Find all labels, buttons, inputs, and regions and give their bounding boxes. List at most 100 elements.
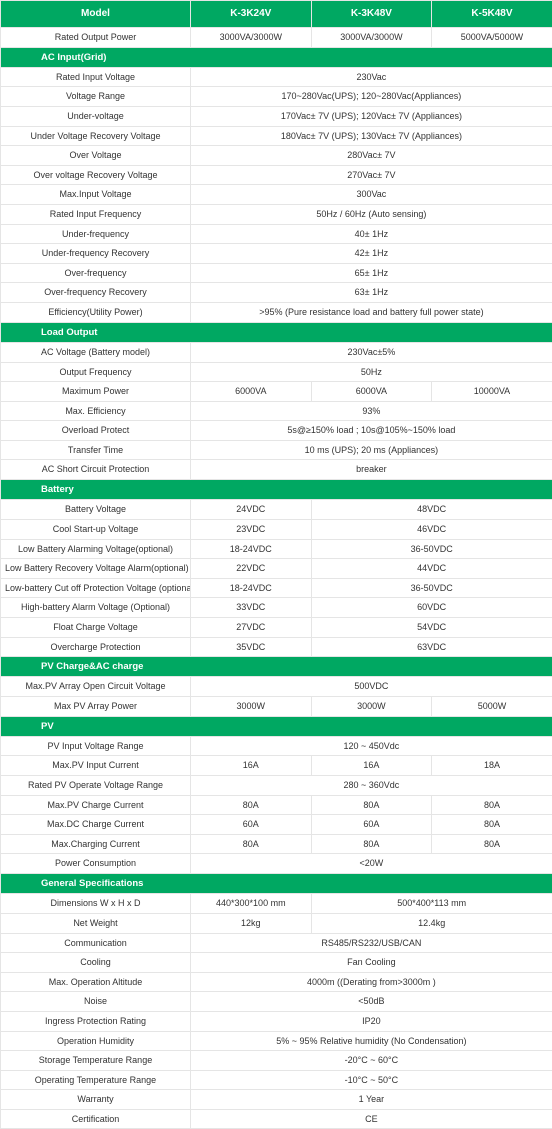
section-row: Battery [1,480,552,500]
data-row: Rated Input Frequency50Hz / 60Hz (Auto s… [1,205,552,225]
row-value: 63± 1Hz [191,283,552,303]
row-label: Max.Charging Current [1,834,191,854]
data-row: Voltage Range170~280Vac(UPS); 120~280Vac… [1,87,552,107]
header-col-2: K-3K48V [311,1,432,28]
row-value-3: 80A [432,795,552,815]
row-value-1: 3000VA/3000W [191,28,312,48]
data-row: Under-voltage170Vac± 7V (UPS); 120Vac± 7… [1,107,552,127]
row-value-1: 24VDC [191,500,312,520]
row-value: -10°C ~ 50°C [191,1070,552,1090]
data-row: Cool Start-up Voltage23VDC46VDC [1,519,552,539]
row-value: 4000m ((Derating from>3000m ) [191,972,552,992]
header-col-3: K-5K48V [432,1,552,28]
row-value-3: 80A [432,815,552,835]
row-label: Under-frequency [1,224,191,244]
header-row: ModelK-3K24VK-3K48VK-5K48V [1,1,552,28]
row-value: 5s@≥150% load ; 10s@105%~150% load [191,421,552,441]
data-row: Net Weight12kg12.4kg [1,913,552,933]
data-row: Max.PV Input Current16A16A18A [1,756,552,776]
data-row: PV Input Voltage Range120 ~ 450Vdc [1,736,552,756]
row-value: 170~280Vac(UPS); 120~280Vac(Appliances) [191,87,552,107]
section-row: Load Output [1,322,552,342]
row-value: Fan Cooling [191,953,552,973]
row-label: Certification [1,1109,191,1129]
row-value: 500VDC [191,677,552,697]
section-row: PV Charge&AC charge [1,657,552,677]
data-row: Over Voltage280Vac± 7V [1,146,552,166]
row-value-2: 63VDC [311,637,552,657]
data-row: Overcharge Protection35VDC63VDC [1,637,552,657]
data-row: Max.PV Charge Current80A80A80A [1,795,552,815]
row-value-2: 44VDC [311,559,552,579]
data-row: Dimensions W x H x D440*300*100 mm500*40… [1,894,552,914]
data-row: Overload Protect5s@≥150% load ; 10s@105%… [1,421,552,441]
row-value-2: 60VDC [311,598,552,618]
data-row: Warranty1 Year [1,1090,552,1110]
row-label: Max.Input Voltage [1,185,191,205]
row-value: <50dB [191,992,552,1012]
row-value: 1 Year [191,1090,552,1110]
row-value: 40± 1Hz [191,224,552,244]
row-value: 230Vac±5% [191,342,552,362]
section-row: PV [1,716,552,736]
row-label: Operation Humidity [1,1031,191,1051]
row-value: RS485/RS232/USB/CAN [191,933,552,953]
section-label: PV Charge&AC charge [1,657,552,677]
row-value: <20W [191,854,552,874]
data-row: Output Frequency50Hz [1,362,552,382]
row-value-2: 46VDC [311,519,552,539]
row-label: Max. Operation Altitude [1,972,191,992]
row-label: AC Voltage (Battery model) [1,342,191,362]
row-label: Overload Protect [1,421,191,441]
row-value: 50Hz [191,362,552,382]
row-value-1: 12kg [191,913,312,933]
data-row: CommunicationRS485/RS232/USB/CAN [1,933,552,953]
row-value-1: 23VDC [191,519,312,539]
row-label: Max. Efficiency [1,401,191,421]
row-value-2: 54VDC [311,617,552,637]
row-value-3: 5000VA/5000W [432,28,552,48]
row-value: 42± 1Hz [191,244,552,264]
row-value-2: 3000VA/3000W [311,28,432,48]
row-label: High-battery Alarm Voltage (Optional) [1,598,191,618]
row-value-1: 18-24VDC [191,578,312,598]
data-row: Storage Temperature Range-20°C ~ 60°C [1,1051,552,1071]
row-value: 280 ~ 360Vdc [191,776,552,796]
row-value-3: 80A [432,834,552,854]
row-label: Max.PV Input Current [1,756,191,776]
row-value-1: 80A [191,795,312,815]
row-label: Low Battery Recovery Voltage Alarm(optio… [1,559,191,579]
data-row: AC Voltage (Battery model)230Vac±5% [1,342,552,362]
row-value-1: 6000VA [191,382,312,402]
data-row: Max.DC Charge Current60A60A80A [1,815,552,835]
data-row: AC Short Circuit Protectionbreaker [1,460,552,480]
row-value-2: 36-50VDC [311,539,552,559]
row-value: >95% (Pure resistance load and battery f… [191,303,552,323]
row-value: -20°C ~ 60°C [191,1051,552,1071]
row-value-1: 3000W [191,697,312,717]
row-value-1: 33VDC [191,598,312,618]
row-label: Over-frequency Recovery [1,283,191,303]
row-label: Over Voltage [1,146,191,166]
row-label: Efficiency(Utility Power) [1,303,191,323]
row-value: 50Hz / 60Hz (Auto sensing) [191,205,552,225]
row-label: Rated Input Voltage [1,67,191,87]
row-label: Under-voltage [1,107,191,127]
row-label: Warranty [1,1090,191,1110]
row-label: Rated Output Power [1,28,191,48]
row-value-1: 22VDC [191,559,312,579]
data-row: Max.Charging Current80A80A80A [1,834,552,854]
row-label: Noise [1,992,191,1012]
row-value-1: 440*300*100 mm [191,894,312,914]
section-label: General Specifications [1,874,552,894]
row-value: 5% ~ 95% Relative humidity (No Condensat… [191,1031,552,1051]
data-row: Operation Humidity5% ~ 95% Relative humi… [1,1031,552,1051]
section-label: PV [1,716,552,736]
data-row: Max.PV Array Open Circuit Voltage500VDC [1,677,552,697]
row-value-2: 16A [311,756,432,776]
row-label: Max.PV Charge Current [1,795,191,815]
row-value-1: 16A [191,756,312,776]
row-value-1: 27VDC [191,617,312,637]
data-row: Under Voltage Recovery Voltage180Vac± 7V… [1,126,552,146]
data-row: Maximum Power6000VA6000VA10000VA [1,382,552,402]
